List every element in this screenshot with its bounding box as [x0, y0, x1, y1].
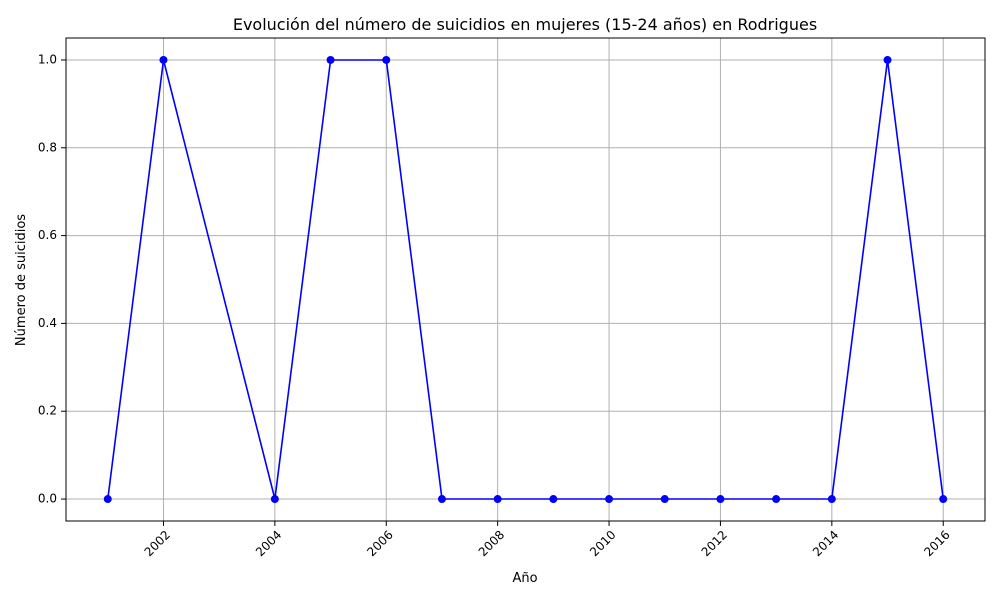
- y-tick-label: 1.0: [38, 52, 57, 66]
- x-tick-label: 2002: [142, 528, 173, 559]
- data-point: [103, 495, 112, 504]
- y-tick-label: 0.8: [38, 140, 57, 154]
- data-point: [382, 55, 391, 64]
- grid-lines: [66, 38, 985, 521]
- x-axis-label: Año: [512, 571, 537, 586]
- x-tick-label: 2010: [587, 528, 618, 559]
- data-points: [103, 55, 948, 504]
- data-point: [159, 55, 168, 64]
- x-tick-label: 2004: [253, 528, 284, 559]
- series-line: [107, 59, 944, 500]
- x-tick-label: 2014: [810, 528, 841, 559]
- data-point: [270, 495, 279, 504]
- data-point: [493, 495, 502, 504]
- plot-area-frame: [65, 37, 986, 522]
- x-tick-label: 2006: [364, 528, 395, 559]
- y-tick-label: 0.2: [38, 404, 57, 418]
- x-tick-label: 2008: [476, 528, 507, 559]
- data-point: [772, 495, 781, 504]
- y-tick-label: 0.4: [38, 316, 57, 330]
- data-point: [883, 55, 892, 64]
- y-tick-label: 0.6: [38, 228, 57, 242]
- y-axis-ticks: 0.0 0.2 0.4 0.6 0.8 1.0: [38, 52, 66, 506]
- data-point: [827, 495, 836, 504]
- data-point: [326, 55, 335, 64]
- data-point: [605, 495, 614, 504]
- data-point: [939, 495, 948, 504]
- series-line-layer: [107, 59, 944, 500]
- data-point: [716, 495, 725, 504]
- data-point: [549, 495, 558, 504]
- y-tick-label: 0.0: [38, 492, 57, 506]
- data-point: [437, 495, 446, 504]
- chart-title: Evolución del número de suicidios en muj…: [233, 15, 817, 34]
- data-point: [660, 495, 669, 504]
- x-axis-ticks: 2002 2004 2006 2008 2010 2012 2014 2016: [142, 521, 953, 559]
- y-axis-label: Número de suicidios: [14, 214, 29, 346]
- x-tick-label: 2012: [699, 528, 730, 559]
- x-tick-label: 2016: [921, 528, 952, 559]
